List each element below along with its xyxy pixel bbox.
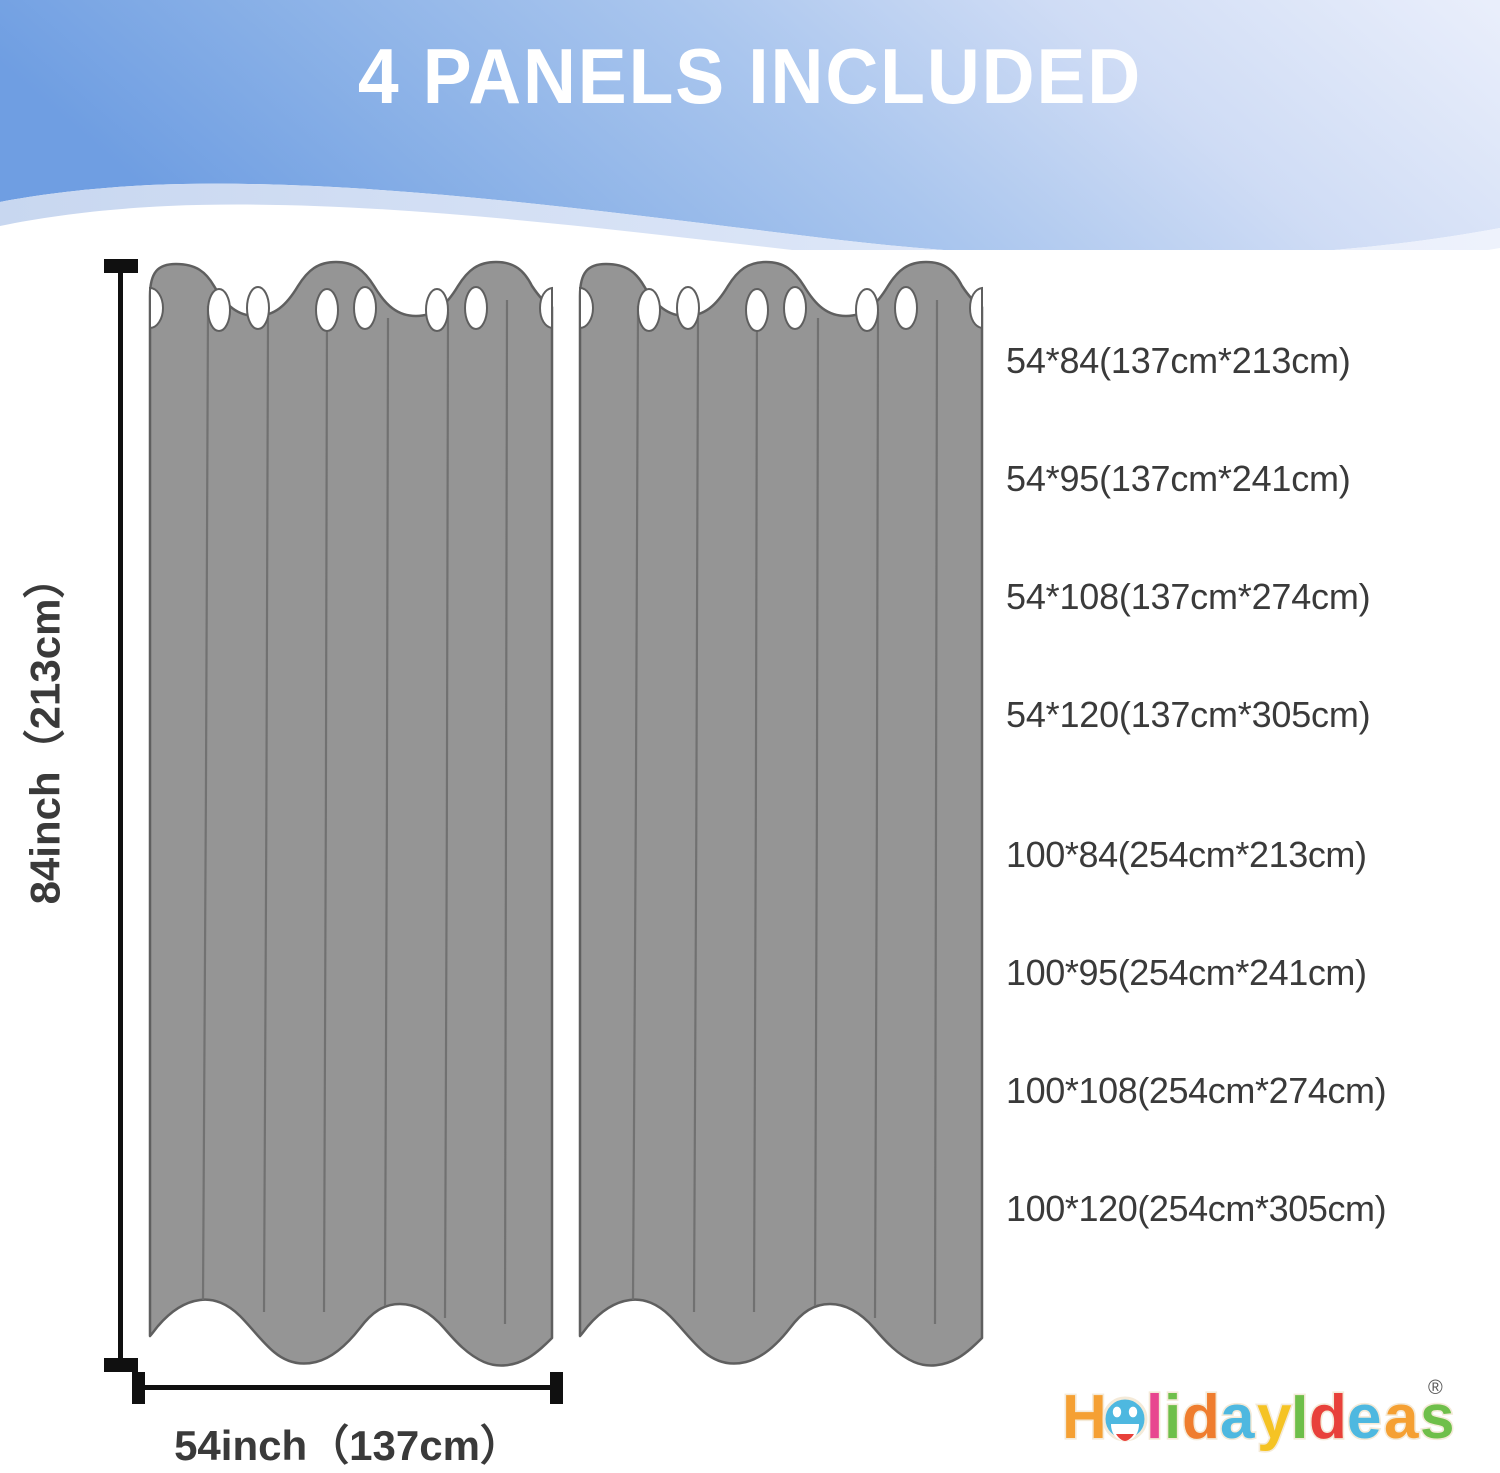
logo-letter-a: a: [1220, 1383, 1255, 1452]
size-option[interactable]: 100*120(254cm*305cm): [1006, 1188, 1387, 1229]
curtain-panel-2-folds: [631, 299, 939, 1325]
page-title: 4 PANELS INCLUDED: [357, 32, 1143, 120]
height-dimension-line: [104, 259, 138, 1372]
height-dimension-cap-bottom: [104, 1358, 138, 1372]
size-options-list: 54*84(137cm*213cm) 54*95(137cm*241cm) 54…: [1006, 338, 1476, 1304]
logo-letter-d2: d: [1309, 1383, 1347, 1452]
curtain-panel-2-body: [578, 260, 984, 1367]
size-option[interactable]: 54*120(137cm*305cm): [1006, 694, 1371, 735]
height-dimension-cap-top: [104, 259, 138, 273]
size-option[interactable]: 100*95(254cm*241cm): [1006, 952, 1367, 993]
curtain-panel-2-grommets: [579, 286, 983, 332]
size-group-100-width: 100*84(254cm*213cm) 100*95(254cm*241cm) …: [1006, 832, 1476, 1304]
size-option[interactable]: 54*84(137cm*213cm): [1006, 340, 1351, 381]
brand-logo-svg: H l i d a y I d e a s ®: [1060, 1377, 1456, 1454]
curtain-panel-1-folds: [201, 299, 509, 1325]
width-dimension-cap-left: [132, 1372, 145, 1404]
size-group-separator: [1006, 810, 1476, 832]
curtain-panel-1-body: [148, 260, 554, 1367]
logo-letter-e2: e: [1347, 1383, 1381, 1452]
size-option[interactable]: 54*108(137cm*274cm): [1006, 576, 1371, 617]
size-option[interactable]: 100*84(254cm*213cm): [1006, 834, 1367, 875]
size-option[interactable]: 100*108(254cm*274cm): [1006, 1070, 1387, 1111]
size-option[interactable]: 54*95(137cm*241cm): [1006, 458, 1351, 499]
height-dimension-label: 84inch（213cm）: [21, 556, 69, 905]
banner-gradient-shape: [0, 0, 1500, 250]
logo-letter-i: i: [1164, 1383, 1181, 1452]
width-dimension-label: 54inch（137cm）: [174, 1422, 522, 1469]
width-dimension-cap-right: [550, 1372, 563, 1404]
width-dimension-line: [132, 1372, 563, 1404]
logo-registered-trademark: ®: [1428, 1377, 1443, 1399]
logo-wordmark: H l i d a y I d e a s: [1060, 1381, 1456, 1453]
logo-letter-y: y: [1257, 1383, 1292, 1452]
brand-logo: H l i d a y I d e a s ®: [1060, 1372, 1460, 1460]
header-banner: 4 PANELS INCLUDED: [0, 0, 1500, 250]
logo-smiley-face-icon: [1102, 1396, 1148, 1442]
logo-letter-l: l: [1146, 1383, 1163, 1452]
curtain-panel-1-grommets: [149, 286, 553, 332]
logo-letter-H: H: [1062, 1383, 1107, 1452]
logo-letter-s: s: [1420, 1383, 1454, 1452]
size-group-54-width: 54*84(137cm*213cm) 54*95(137cm*241cm) 54…: [1006, 338, 1476, 810]
banner-background-svg: [0, 0, 1500, 250]
logo-letter-a2: a: [1384, 1383, 1419, 1452]
curtain-panel-1: [148, 260, 554, 1367]
curtain-panel-2: [578, 260, 984, 1367]
logo-letter-I: I: [1291, 1383, 1308, 1452]
wave-band-white: [0, 204, 1500, 250]
logo-letter-d: d: [1182, 1383, 1220, 1452]
